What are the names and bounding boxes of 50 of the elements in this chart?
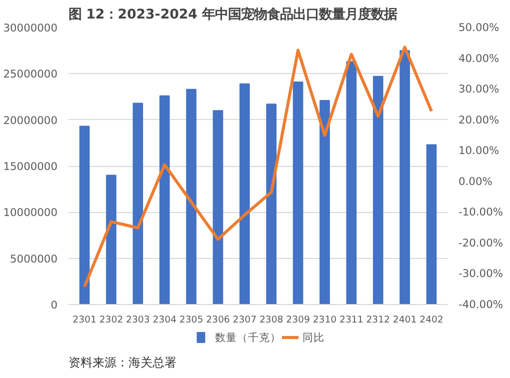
y-tick-label: 20000000 <box>3 114 58 127</box>
y2-tick-label: -20.00% <box>458 236 503 250</box>
bar <box>346 61 357 304</box>
bar <box>239 83 250 304</box>
x-tick-label: 2301 <box>72 314 96 326</box>
bar <box>372 76 384 304</box>
y2-tick-label: 50.00% <box>458 21 500 34</box>
y-tick-label: 0 <box>50 298 58 312</box>
y2-tick-label: 40.00% <box>458 52 500 65</box>
y-tick-label: 10000000 <box>3 206 58 220</box>
line-series <box>83 46 433 288</box>
bar <box>159 95 170 304</box>
legend-label: 数量（千克） <box>215 331 282 344</box>
y-tick-label: 15000000 <box>3 160 58 173</box>
x-tick-label: 2310 <box>312 314 337 326</box>
y2-tick-label: 0.00% <box>458 174 492 188</box>
y2-tick-label: -10.00% <box>458 206 503 219</box>
y2-tick-label: 30.00% <box>458 82 500 96</box>
bar <box>132 102 144 304</box>
y2-tick-label: 10.00% <box>458 144 500 158</box>
y-tick-label: 25000000 <box>3 68 58 81</box>
x-tick-label: 2305 <box>179 314 204 326</box>
text: 资料来源：海关总署 <box>68 356 177 370</box>
bar <box>320 100 330 304</box>
bar <box>79 126 90 304</box>
y-tick-label: 30000000 <box>3 22 58 34</box>
x-tick-label: 2309 <box>286 314 310 326</box>
x-tick-label: 2304 <box>152 314 177 326</box>
x-tick-label: 2302 <box>99 314 124 326</box>
bar <box>426 144 437 304</box>
bar <box>292 81 304 304</box>
x-tick-label: 2312 <box>366 314 390 326</box>
x-tick-label: 2402 <box>420 314 444 326</box>
x-tick-label: 2401 <box>392 314 417 326</box>
bar <box>186 88 196 304</box>
x-tick-label: 2306 <box>206 314 230 326</box>
y2-tick-label: 20.00% <box>458 113 500 126</box>
y2-tick-label: -40.00% <box>458 298 503 311</box>
legend-label: 同比 <box>302 331 324 344</box>
bar <box>266 104 277 304</box>
bar <box>212 110 224 304</box>
bar <box>106 174 116 304</box>
x-tick-label: 2311 <box>340 314 364 326</box>
x-tick-label: 2307 <box>232 314 257 326</box>
x-tick-label: 2303 <box>126 314 150 326</box>
y-tick-label: 5000000 <box>10 252 58 266</box>
bar <box>400 50 410 304</box>
chart-title: 图 12：2023-2024 年中国宠物食品出口数量月度数据 <box>68 6 398 22</box>
y2-tick-label: -30.00% <box>458 267 503 280</box>
x-tick-label: 2308 <box>259 314 284 326</box>
